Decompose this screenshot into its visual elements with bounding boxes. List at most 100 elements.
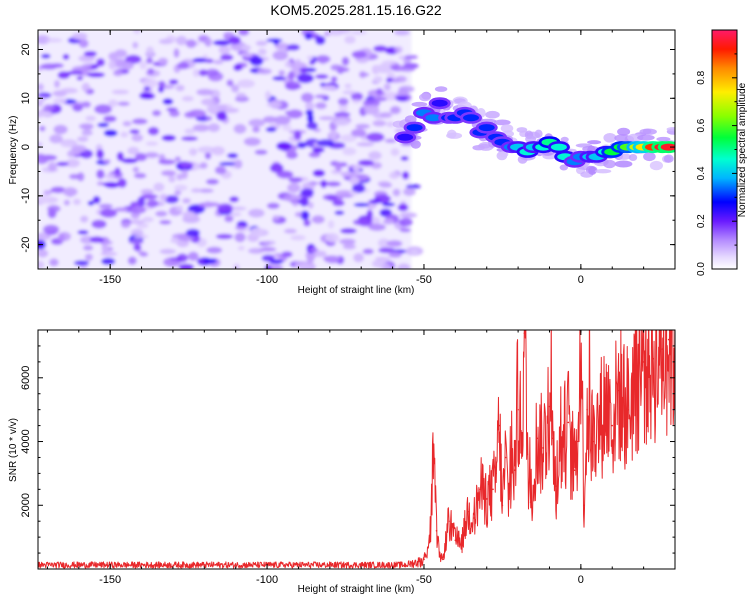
- noise-blob: [155, 210, 168, 217]
- noise-blob: [370, 91, 377, 97]
- noise-blob: [117, 101, 130, 107]
- noise-blob: [294, 211, 303, 218]
- noise-blob: [311, 215, 325, 224]
- noise-blob: [168, 79, 179, 85]
- noise-blob: [287, 71, 295, 81]
- noise-blob: [383, 91, 398, 101]
- snr-point: [583, 504, 585, 507]
- noise-blob: [377, 181, 391, 187]
- noise-blob: [284, 228, 297, 234]
- noise-blob: [204, 152, 212, 160]
- noise-blob: [397, 263, 411, 269]
- x-tick-label: -50: [416, 274, 432, 286]
- snr-point: [570, 459, 573, 462]
- noise-blob: [65, 158, 80, 168]
- noise-blob: [196, 88, 214, 96]
- snr-point: [661, 348, 664, 350]
- noise-blob: [38, 100, 43, 107]
- noise-blob: [315, 55, 331, 64]
- noise-blob: [359, 71, 367, 79]
- noise-blob: [38, 35, 51, 45]
- y-tick-label: 0: [20, 144, 32, 150]
- noise-blob: [380, 112, 393, 119]
- noise-blob: [335, 189, 354, 197]
- noise-blob: [58, 233, 66, 242]
- noise-blob: [368, 223, 386, 231]
- noise-blob: [344, 83, 352, 89]
- colorbar-label: Normalized spectral amplitude: [737, 82, 748, 217]
- noise-blob: [300, 210, 310, 221]
- noise-blob: [375, 64, 393, 74]
- noise-blob: [189, 148, 196, 156]
- spectrogram-frame: [37, 29, 676, 270]
- noise-blob: [261, 254, 275, 262]
- noise-blob: [341, 56, 350, 66]
- noise-blob: [334, 161, 342, 172]
- noise-blob: [368, 199, 383, 204]
- noise-blob: [373, 45, 388, 53]
- snr-point: [442, 558, 444, 561]
- noise-blob: [388, 171, 400, 180]
- noise-blob: [283, 193, 300, 202]
- noise-blob: [252, 126, 260, 133]
- noise-blob: [315, 35, 326, 46]
- x-tick-label: -50: [416, 574, 432, 586]
- noise-blob: [249, 56, 264, 67]
- ridge-halo: [637, 134, 655, 141]
- noise-blob: [290, 234, 306, 241]
- noise-blob: [230, 212, 242, 217]
- noise-blob: [410, 249, 419, 255]
- snr-point: [507, 498, 510, 500]
- noise-blob: [102, 159, 111, 164]
- noise-blob: [293, 130, 302, 140]
- noise-blob: [240, 52, 253, 58]
- noise-blob: [403, 63, 419, 69]
- noise-blob: [168, 175, 176, 183]
- noise-blob: [342, 243, 356, 250]
- noise-blob: [103, 240, 114, 245]
- noise-blob: [231, 84, 240, 93]
- ridge-halo: [649, 160, 664, 171]
- snr-point: [504, 456, 507, 459]
- noise-blob: [68, 173, 81, 180]
- noise-blob: [182, 211, 196, 218]
- noise-blob: [382, 218, 395, 225]
- noise-blob: [330, 64, 342, 71]
- noise-blob: [303, 219, 311, 227]
- noise-blob: [198, 188, 214, 193]
- colorbar-tick-label: 0.0: [696, 262, 707, 276]
- noise-blob: [103, 115, 117, 123]
- noise-blob: [161, 170, 177, 177]
- y-tick-label: 6000: [20, 366, 32, 390]
- snr-line: [38, 330, 675, 569]
- noise-blob: [328, 130, 338, 140]
- snr-point: [611, 424, 613, 427]
- noise-blob: [87, 72, 105, 78]
- noise-blob: [296, 264, 311, 269]
- noise-blob: [355, 123, 371, 129]
- snr-point: [617, 389, 620, 392]
- noise-blobs: [38, 30, 424, 269]
- noise-blob: [158, 57, 168, 65]
- noise-blob: [362, 99, 381, 108]
- noise-blob: [223, 31, 234, 38]
- noise-blob: [38, 249, 49, 258]
- noise-blob: [50, 186, 66, 194]
- snr-point: [523, 332, 526, 335]
- noise-blob: [72, 103, 84, 112]
- noise-blob: [177, 61, 190, 70]
- noise-blob: [233, 64, 243, 72]
- bottom-y-ticks: 2000 4000 6000: [20, 345, 675, 554]
- noise-blob: [147, 68, 155, 75]
- noise-blob: [72, 32, 88, 40]
- noise-blob: [144, 86, 151, 91]
- ridge-halo: [534, 129, 543, 138]
- noise-blob: [313, 250, 327, 258]
- noise-blob: [53, 124, 68, 135]
- noise-blob: [139, 251, 149, 257]
- noise-blob: [62, 187, 78, 197]
- noise-blob: [112, 70, 123, 77]
- noise-blob: [77, 230, 89, 235]
- top-x-ticks: -150 -100 -50 0: [46, 30, 676, 286]
- ridge-halo: [663, 154, 674, 163]
